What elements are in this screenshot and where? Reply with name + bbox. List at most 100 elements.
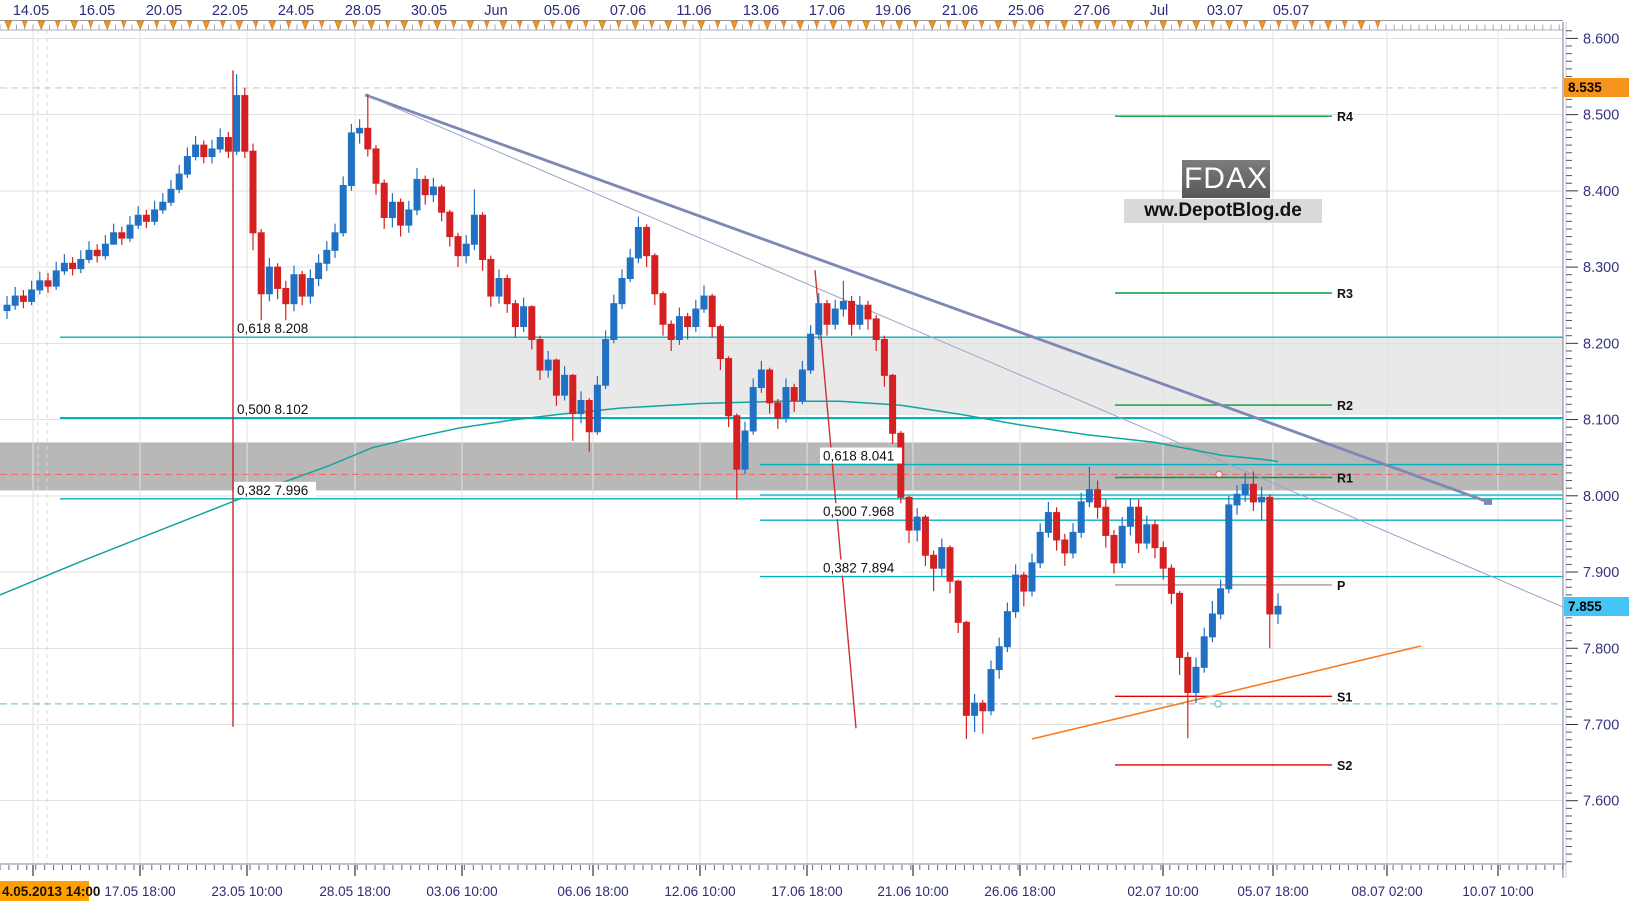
top-axis-date-label: 11.06 — [676, 3, 711, 19]
time-pin-marker — [631, 20, 640, 31]
candle-body — [241, 95, 249, 152]
time-pin-marker — [664, 20, 673, 31]
fib-label: 0,382 7.996 — [237, 483, 308, 498]
candle-body — [1200, 636, 1208, 668]
time-pin-marker — [549, 20, 556, 29]
candle-body — [954, 580, 962, 623]
pivot-label-r1: R1 — [1337, 471, 1353, 485]
candle-body — [905, 496, 913, 531]
time-pin-marker — [186, 20, 193, 29]
bottom-axis-session-label: 03.06 10:00 — [426, 884, 497, 899]
time-pin-marker — [747, 20, 754, 29]
candle-body — [3, 304, 11, 312]
time-pin-marker — [466, 20, 475, 31]
top-axis-date-label: 20.05 — [146, 3, 182, 19]
candle-body — [1085, 489, 1093, 503]
candle-body — [872, 318, 880, 341]
candle-body — [684, 316, 692, 328]
candle-body — [774, 402, 782, 419]
bottom-axis-session-label: 17.05 18:00 — [104, 884, 175, 899]
downtrend-major — [364, 93, 1489, 504]
fib-label: 0,382 7.894 — [823, 561, 895, 576]
candle-body — [536, 339, 544, 371]
candle-body — [1258, 496, 1266, 503]
time-pin-marker — [252, 20, 259, 29]
price-axis-label: 8.500 — [1583, 108, 1619, 124]
candle-body — [880, 339, 888, 376]
candle-body — [766, 369, 774, 404]
candle-body — [856, 304, 864, 325]
time-pin-marker — [103, 20, 112, 31]
candle-body — [1020, 574, 1028, 592]
moving-average-line — [0, 400, 1279, 596]
time-pin-marker — [1093, 20, 1102, 31]
candle-body — [405, 209, 413, 226]
pivot-label-p: P — [1337, 579, 1345, 593]
time-pin-marker — [648, 20, 655, 29]
candle-body — [569, 374, 577, 414]
candle-body — [938, 547, 946, 569]
time-pin-marker — [697, 20, 706, 31]
candle-body — [192, 144, 200, 158]
bottom-axis-session-label: 4.05.2013 14:00 — [2, 884, 100, 899]
candle-body — [11, 295, 19, 306]
candle-body — [782, 387, 790, 419]
time-pin-marker — [351, 20, 358, 29]
candle-body — [1102, 506, 1110, 536]
time-pin-marker — [54, 20, 61, 29]
time-pin-marker — [681, 20, 688, 29]
candle-body — [495, 278, 503, 297]
time-pin-marker — [994, 20, 1003, 31]
price-badge-high: 8.535 — [1564, 78, 1629, 97]
candle-body — [946, 547, 954, 582]
top-axis-date-label: 03.07 — [1207, 3, 1243, 19]
candle-body — [315, 262, 323, 280]
time-pin-marker — [384, 20, 391, 29]
pivot-label-r4: R4 — [1337, 110, 1353, 124]
time-pin-marker — [153, 20, 160, 29]
bottom-axis-session-label: 08.07 02:00 — [1351, 884, 1422, 899]
candle-body — [848, 300, 856, 325]
candle-body — [421, 178, 429, 196]
candle-body — [183, 156, 191, 175]
top-axis-date-label: Jun — [484, 3, 507, 19]
fib-label-bg — [820, 447, 902, 464]
candle-body — [118, 232, 126, 239]
candle-body — [413, 178, 421, 211]
top-axis-date-label: 19.06 — [875, 3, 911, 19]
candle-body — [995, 646, 1003, 671]
candle-body — [487, 258, 495, 297]
time-pin-marker — [1242, 20, 1249, 29]
candle-body — [1249, 483, 1257, 503]
candle-body — [265, 266, 273, 295]
candle-body — [274, 266, 282, 289]
candle-body — [1266, 496, 1274, 615]
candle-body — [1225, 504, 1233, 590]
candle-body — [889, 374, 897, 434]
candle-body — [552, 359, 560, 396]
bottom-axis-session-label: 23.05 10:00 — [211, 884, 282, 899]
time-pin-marker — [1357, 20, 1366, 31]
fib-label-bg — [234, 481, 316, 498]
fib-label: 0,500 8.102 — [237, 402, 308, 417]
candle-body — [930, 554, 938, 569]
time-pin-marker — [334, 20, 343, 31]
bottom-axis-session-label: 12.06 10:00 — [664, 884, 735, 899]
candle-body — [987, 669, 995, 712]
time-pin-marker — [169, 20, 178, 31]
time-pin-marker — [1044, 20, 1051, 29]
candle-body — [331, 232, 339, 251]
fib-label: 0,500 7.968 — [823, 504, 894, 519]
time-pin-marker — [895, 20, 904, 31]
pivot-label-s2: S2 — [1337, 759, 1352, 773]
candle-body — [839, 300, 847, 310]
candle-body — [700, 295, 708, 310]
candle-body — [151, 209, 159, 222]
candle-body — [1217, 588, 1225, 615]
candle-body — [364, 127, 372, 150]
time-pin-marker — [1159, 20, 1168, 31]
candle-body — [1143, 524, 1151, 544]
candle-body — [1274, 605, 1282, 615]
candle-body — [602, 339, 610, 386]
